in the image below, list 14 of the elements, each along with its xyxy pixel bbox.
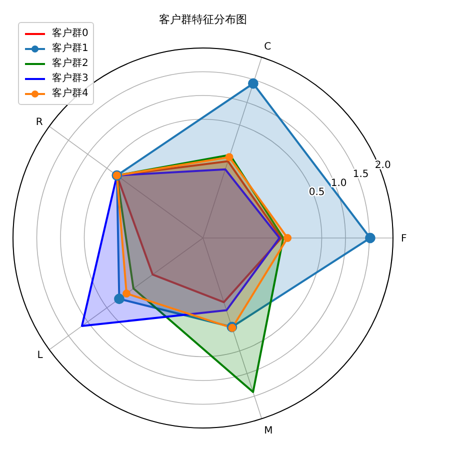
legend-label: 客户群0	[52, 26, 88, 41]
spoke-label: M	[264, 425, 273, 436]
y-tick-label: 1.0	[330, 178, 347, 189]
legend-label: 客户群1	[52, 42, 88, 56]
legend-label: 客户群3	[52, 72, 88, 86]
legend-label: 客户群4	[52, 86, 88, 101]
y-tick-label: 1.5	[352, 168, 369, 180]
y-tick-label: 0.5	[308, 186, 325, 198]
spoke-label: L	[37, 350, 44, 361]
spoke-label: F	[401, 234, 407, 245]
spoke-label: R	[36, 117, 43, 128]
chart-title: 客户群特征分布图	[158, 12, 248, 27]
spoke-label: C	[264, 42, 272, 53]
legend-label: 客户群2	[52, 56, 88, 71]
